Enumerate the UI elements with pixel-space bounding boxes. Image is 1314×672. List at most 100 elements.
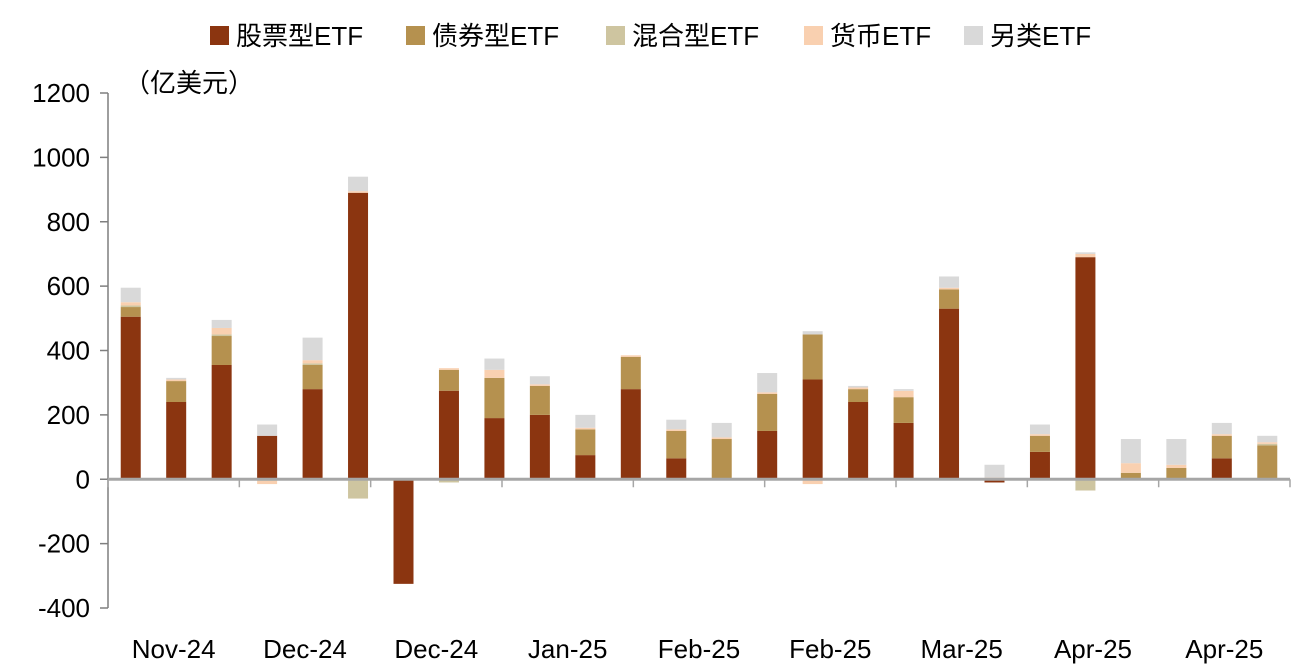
bar-segment xyxy=(1029,451,1050,480)
bar-segment xyxy=(1075,479,1096,491)
bar-segment xyxy=(1211,434,1232,436)
y-tick-label: 600 xyxy=(47,271,90,301)
bar-segment xyxy=(302,389,323,480)
legend-swatch xyxy=(606,26,625,45)
legend-swatch xyxy=(210,26,229,45)
bar-segment xyxy=(120,316,141,480)
bar-segment xyxy=(984,464,1005,478)
y-tick-label: 400 xyxy=(47,336,90,366)
bar-segment xyxy=(484,369,505,378)
bar-segment xyxy=(620,355,641,357)
bar-segment xyxy=(1166,467,1187,480)
bar-segment xyxy=(1075,252,1096,254)
bar-segment xyxy=(666,458,687,480)
y-tick-label: 800 xyxy=(47,207,90,237)
bar-segment xyxy=(575,427,596,430)
y-unit-label: （亿美元） xyxy=(124,68,254,98)
bar-segment xyxy=(802,331,823,335)
zero-line-layer: Nov-24 Dec-24 Dec-24 Jan-25 Feb-25 Feb-25 Mar-… xyxy=(107,477,1291,664)
bars xyxy=(120,176,1278,584)
bar-segment xyxy=(575,455,596,480)
bar-segment xyxy=(939,289,960,309)
bar-segment xyxy=(257,424,278,436)
bar-segment xyxy=(1211,422,1232,435)
bar-segment xyxy=(484,358,505,370)
bar-segment xyxy=(666,429,687,431)
bar-segment xyxy=(575,429,596,456)
bar-segment xyxy=(666,430,687,459)
bar-segment xyxy=(438,369,459,391)
bar-segment xyxy=(166,381,187,402)
legend-item: 债券型ETF xyxy=(406,21,559,51)
bar-segment xyxy=(1211,435,1232,459)
bar-segment xyxy=(575,414,596,428)
x-tick-label: Feb-25 xyxy=(789,634,871,664)
bar-segment xyxy=(757,430,778,480)
bar-segment xyxy=(711,422,732,438)
bar-segment xyxy=(1166,439,1187,465)
x-tick-label: Mar-25 xyxy=(920,634,1002,664)
legend-item: 股票型ETF xyxy=(210,21,363,51)
bar-segment xyxy=(484,377,505,419)
legend-item: 货币ETF xyxy=(804,21,931,51)
bar-segment xyxy=(757,373,778,393)
y-tick-label: 200 xyxy=(47,400,90,430)
bar-segment xyxy=(802,479,823,485)
x-tick-label: Jan-25 xyxy=(528,634,608,664)
bar-segment xyxy=(1257,442,1278,444)
bar-segment xyxy=(166,402,187,480)
bar-segment xyxy=(211,327,232,335)
legend-swatch xyxy=(964,26,983,45)
bar-segment xyxy=(939,276,960,288)
bar-segment xyxy=(302,360,323,364)
bar-segment xyxy=(438,390,459,480)
bar-segment xyxy=(1166,464,1187,468)
x-tick-label: Apr-25 xyxy=(1054,634,1132,664)
legend-label: 债券型ETF xyxy=(432,21,559,51)
axes: 1200 1000 800 600 400 200 0 -200 -400 xyxy=(32,78,109,623)
bar-segment xyxy=(893,390,914,398)
bar-segment xyxy=(848,389,869,403)
legend-label: 另类ETF xyxy=(990,21,1091,51)
bar-segment xyxy=(848,387,869,390)
bar-segment xyxy=(893,397,914,423)
bar-segment xyxy=(666,419,687,430)
legend-swatch xyxy=(406,26,425,45)
bar-segment xyxy=(1120,439,1141,464)
y-tick-label: 0 xyxy=(76,464,90,494)
legend-label: 混合型ETF xyxy=(632,21,759,51)
bar-segment xyxy=(893,389,914,391)
bar-segment xyxy=(211,334,232,337)
bar-segment xyxy=(120,287,141,303)
legend-item: 另类ETF xyxy=(964,21,1091,51)
bar-segment xyxy=(802,379,823,480)
bar-segment xyxy=(120,305,141,308)
legend: 股票型ETF 债券型ETF 混合型ETF 货币ETF 另类ETF xyxy=(210,21,1091,51)
bar-segment xyxy=(529,384,550,386)
bar-segment xyxy=(302,364,323,390)
bar-segment xyxy=(984,479,1005,483)
legend-label: 货币ETF xyxy=(830,21,931,51)
x-tick-label: Dec-24 xyxy=(394,634,478,664)
bar-segment xyxy=(166,377,187,380)
bar-segment xyxy=(1257,445,1278,480)
bar-segment xyxy=(939,287,960,290)
bar-segment xyxy=(529,385,550,415)
bar-segment xyxy=(1257,443,1278,446)
bar-segment xyxy=(1120,472,1141,480)
bar-segment xyxy=(348,192,369,480)
bar-segment xyxy=(484,418,505,480)
legend-item: 混合型ETF xyxy=(606,21,759,51)
bar-segment xyxy=(211,319,232,328)
bar-segment xyxy=(711,437,732,440)
bar-segment xyxy=(438,368,459,370)
bar-segment xyxy=(257,435,278,480)
bar-segment xyxy=(848,385,869,388)
bar-segment xyxy=(1029,435,1050,452)
legend-label: 股票型ETF xyxy=(236,21,363,51)
bar-segment xyxy=(1211,458,1232,480)
bar-segment xyxy=(120,307,141,317)
bar-segment xyxy=(120,302,141,306)
